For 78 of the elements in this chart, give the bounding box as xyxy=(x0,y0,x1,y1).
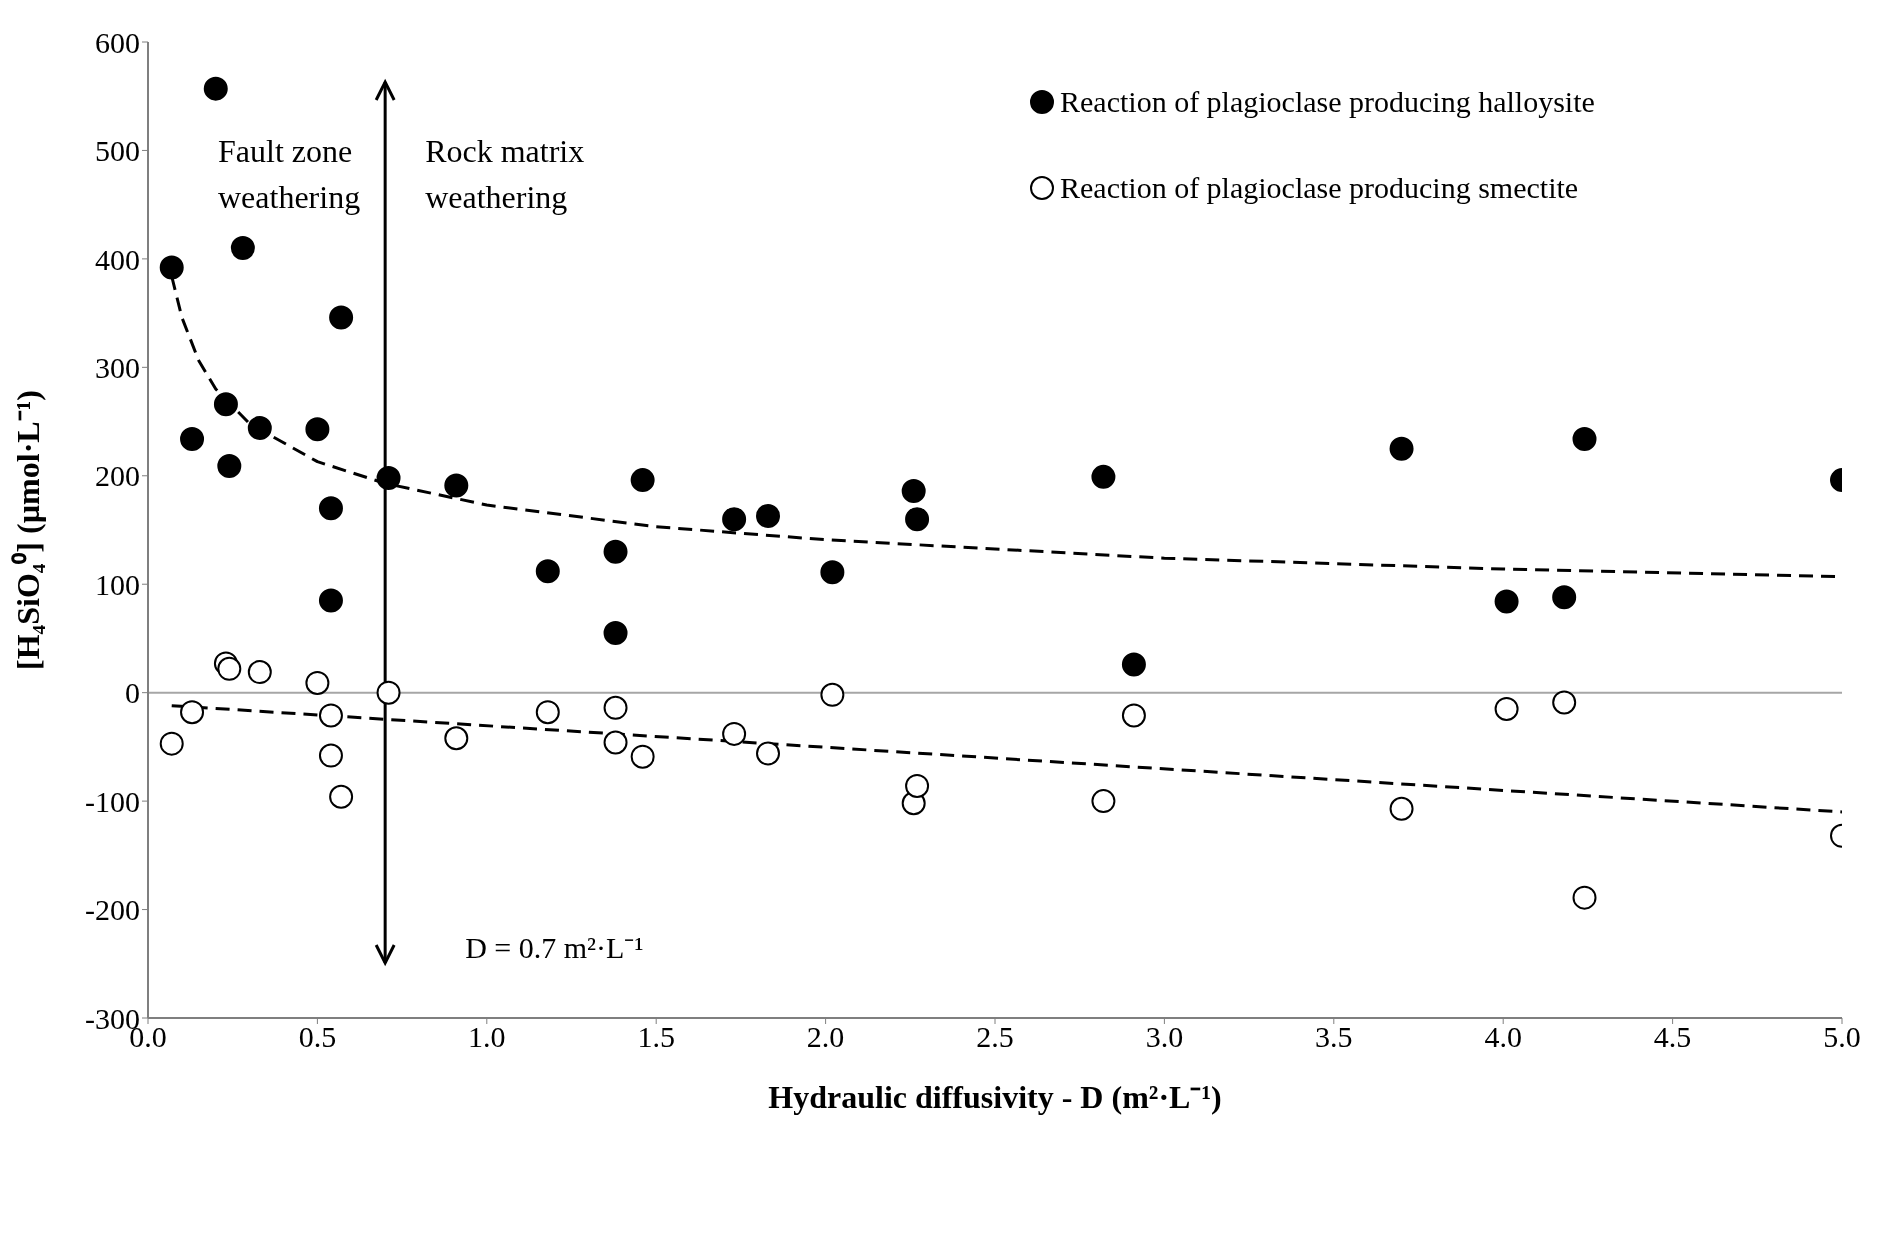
point xyxy=(630,468,655,493)
legend-label: Reaction of plagioclase producing halloysite xyxy=(1060,85,1595,118)
y-tick-label: -200 xyxy=(85,893,140,927)
point xyxy=(1494,696,1519,721)
point xyxy=(217,454,242,479)
point xyxy=(318,496,343,521)
y-tick-label: 300 xyxy=(95,350,140,384)
point xyxy=(722,507,747,532)
point xyxy=(305,670,330,695)
point xyxy=(318,743,343,768)
point xyxy=(722,721,747,746)
y-tick-label: 200 xyxy=(95,459,140,493)
point xyxy=(1572,885,1597,910)
point xyxy=(444,726,469,751)
point xyxy=(901,478,926,503)
point xyxy=(318,703,343,728)
point xyxy=(603,539,628,564)
point xyxy=(603,695,628,720)
point xyxy=(603,621,628,646)
point xyxy=(820,682,845,707)
y-tick-label: 600 xyxy=(95,25,140,59)
point xyxy=(230,236,255,261)
point xyxy=(376,465,401,490)
point xyxy=(247,416,272,441)
point xyxy=(756,741,780,766)
annotation: Rock matrix weathering xyxy=(425,133,585,215)
point xyxy=(329,305,354,330)
point xyxy=(1572,426,1597,451)
y-tick-label: 400 xyxy=(95,242,140,276)
point xyxy=(630,744,655,769)
x-tick-label: 1.5 xyxy=(637,1020,675,1054)
point xyxy=(603,730,628,755)
x-tick-label: 5.0 xyxy=(1823,1020,1861,1054)
point xyxy=(1389,436,1414,461)
x-tick-label: 0.5 xyxy=(298,1020,337,1054)
y-tick-label: 0 xyxy=(125,676,140,710)
point xyxy=(1552,690,1577,715)
x-tick-label: 4.0 xyxy=(1484,1020,1522,1054)
x-tick-label: 2.0 xyxy=(806,1020,845,1054)
ref-line-label: D = 0.7 m²·L⁻¹ xyxy=(465,931,644,964)
y-tick-label: 500 xyxy=(95,134,140,168)
y-axis-title: [H₄SiO₄⁰] (µmol·L⁻¹) xyxy=(10,390,47,670)
legend-label: Reaction of plagioclase producing smectite xyxy=(1060,171,1579,204)
point xyxy=(180,426,205,451)
point xyxy=(1389,796,1414,821)
point xyxy=(203,76,228,101)
point xyxy=(318,588,343,613)
point xyxy=(905,773,930,798)
point xyxy=(305,417,330,442)
point xyxy=(329,784,354,809)
point xyxy=(217,656,242,681)
annotation: Fault zone weathering xyxy=(218,133,361,215)
point xyxy=(535,700,560,725)
point xyxy=(444,473,469,498)
point xyxy=(1091,464,1116,489)
x-tick-label: 1.0 xyxy=(468,1020,506,1054)
point xyxy=(1494,589,1519,614)
point xyxy=(1121,703,1146,728)
point xyxy=(1091,789,1116,814)
point xyxy=(756,503,780,528)
point xyxy=(820,560,845,585)
y-tick-label: 100 xyxy=(95,567,140,601)
x-tick-label: 2.5 xyxy=(976,1020,1014,1054)
x-axis-title: Hydraulic diffusivity - D (m²·L⁻¹) xyxy=(768,1079,1222,1115)
point xyxy=(180,700,205,725)
point xyxy=(905,507,930,532)
x-tick-label: 3.0 xyxy=(1145,1020,1184,1054)
point xyxy=(159,255,184,280)
point xyxy=(159,731,184,756)
point xyxy=(1552,585,1577,610)
y-tick-label: -100 xyxy=(85,784,140,818)
point xyxy=(213,392,238,417)
point xyxy=(1121,652,1146,677)
point xyxy=(535,559,560,584)
point xyxy=(247,660,272,685)
x-tick-label: 4.5 xyxy=(1653,1020,1692,1054)
point xyxy=(376,680,401,705)
x-tick-label: 3.5 xyxy=(1315,1020,1353,1054)
